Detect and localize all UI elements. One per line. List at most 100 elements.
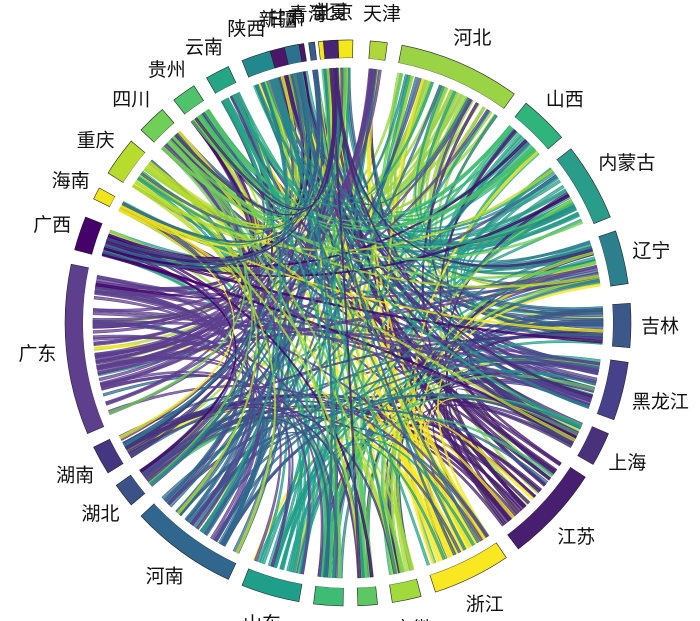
region-label: 重庆: [77, 130, 115, 152]
arc-gap: [388, 575, 417, 585]
arc-gap: [608, 304, 614, 347]
region-label: 河南: [146, 565, 184, 587]
ribbon: [168, 139, 405, 573]
ribbon: [161, 333, 604, 500]
region-arc: [241, 50, 276, 78]
ribbon: [167, 140, 597, 279]
arc-gap: [248, 68, 277, 82]
region-label: 贵州: [148, 59, 186, 81]
arc-gap: [512, 117, 549, 152]
arc-gap: [184, 100, 206, 118]
ribbon: [296, 72, 471, 205]
region-label: 广西: [33, 214, 71, 236]
arc-gap: [574, 425, 592, 456]
region-label: 甘肃: [267, 7, 305, 29]
region-arc: [206, 66, 237, 94]
region-arc: [173, 85, 205, 115]
ribbon: [148, 161, 600, 288]
region-arc: [140, 108, 175, 143]
ribbon: [94, 174, 558, 358]
arc-gap: [324, 58, 339, 63]
arc-gap: [82, 267, 108, 427]
region-arc: [308, 41, 317, 61]
region-arc: [74, 216, 103, 255]
region-label: 天津: [363, 3, 401, 25]
arc-gap: [553, 159, 594, 226]
ribbon: [194, 68, 335, 211]
region-label: 湖北: [81, 503, 119, 525]
region-arc: [322, 39, 340, 60]
arc-gap: [288, 62, 303, 69]
region-label: 四川: [112, 89, 150, 111]
ribbon: [314, 69, 457, 556]
ribbon: [148, 160, 258, 515]
region-label: 云南: [185, 36, 223, 58]
arc-gap: [130, 472, 149, 494]
ribbon: [99, 370, 282, 562]
arc-gap: [315, 582, 344, 588]
arc-gap: [357, 582, 376, 588]
region-label: 上海: [608, 452, 646, 474]
ribbon: [296, 354, 601, 574]
ribbon: [329, 68, 362, 579]
ribbon: [140, 171, 398, 575]
region-label: 北京: [315, 1, 353, 23]
arc-gap: [428, 539, 497, 576]
region-label: 广东: [18, 343, 56, 365]
region-arc: [313, 585, 344, 607]
region-arc: [556, 148, 611, 225]
ribbon: [270, 68, 332, 199]
arc-gap: [92, 223, 107, 256]
region-arc: [429, 542, 507, 593]
ribbon: [201, 69, 323, 209]
region-arc: [611, 302, 632, 349]
region-label: 辽宁: [632, 240, 670, 262]
ribbon: [437, 283, 601, 538]
region-label: 海南: [52, 170, 90, 192]
ribbon: [255, 83, 576, 246]
region-arc: [356, 586, 378, 607]
arc-gap: [215, 82, 238, 97]
region-label: 宁夏: [310, 2, 348, 24]
arc-gap: [109, 196, 119, 209]
region-label: 湖南: [56, 464, 94, 486]
ribbon: [224, 97, 365, 578]
region-label: 浙江: [466, 593, 504, 615]
ribbon: [95, 251, 224, 299]
region-label: 黑龙江: [632, 391, 689, 413]
arc-gap: [593, 359, 611, 414]
ribbon: [134, 180, 276, 554]
ribbon: [294, 72, 480, 544]
ribbon: [103, 246, 237, 474]
region-arc: [115, 474, 146, 506]
arc-gap: [154, 122, 177, 145]
region-label: 江苏: [557, 526, 595, 548]
ribbon-layer: [92, 67, 604, 579]
region-label: 新疆: [259, 9, 297, 31]
ribbon: [212, 359, 600, 542]
region-label: 安徽: [394, 618, 432, 621]
ribbon: [96, 274, 599, 374]
ribbon: [191, 141, 531, 527]
ribbon: [335, 67, 594, 268]
ribbon: [446, 134, 580, 255]
ribbon: [106, 69, 321, 261]
arc-gap: [505, 465, 571, 535]
arc-gap: [594, 236, 611, 287]
arc-gap: [248, 564, 303, 584]
ribbon: [108, 385, 483, 542]
region-arc: [93, 438, 124, 474]
region-arc: [368, 40, 388, 61]
ribbon: [132, 168, 554, 252]
region-label: 青海: [289, 4, 327, 26]
label-layer: 新疆北京天津河北山西内蒙古辽宁吉林黑龙江上海江苏浙江安徽福建江西山东河南湖北湖南…: [18, 1, 689, 621]
ribbon: [254, 84, 467, 551]
ribbon: [472, 271, 599, 382]
arc-gap: [123, 152, 149, 185]
region-label: 河北: [453, 27, 491, 49]
ribbon: [231, 81, 435, 207]
arc-layer: [64, 39, 632, 607]
region-label: 内蒙古: [598, 152, 655, 174]
